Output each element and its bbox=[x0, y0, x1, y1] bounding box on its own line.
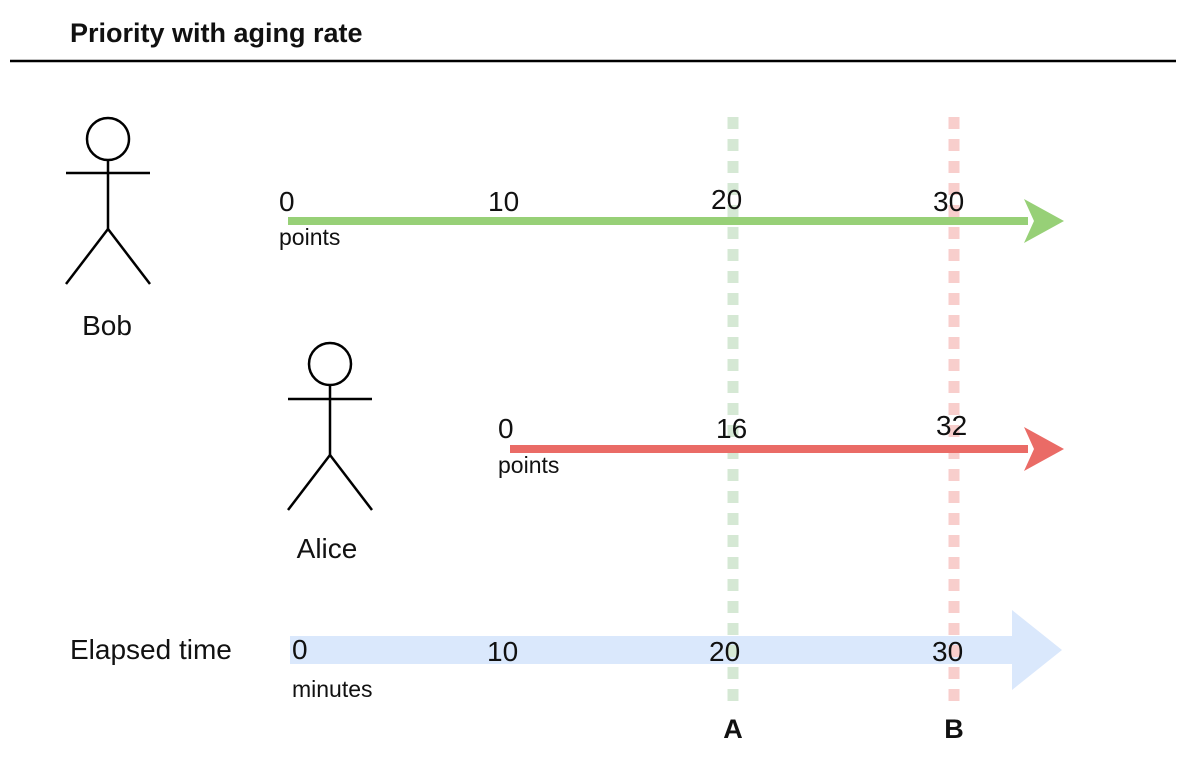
elapsed-tick-label: 0 bbox=[292, 634, 308, 665]
alice-tick-label: 0 bbox=[498, 413, 514, 444]
bob-tick-label: 0 bbox=[279, 186, 295, 217]
marker-label-b: B bbox=[944, 714, 964, 744]
bob-tick-label: 30 bbox=[933, 186, 964, 217]
bob-priority-arrow bbox=[288, 199, 1064, 243]
elapsed-time-arrow bbox=[290, 610, 1062, 690]
marker-label-a: A bbox=[723, 714, 743, 744]
bob-stick-figure-icon bbox=[65, 116, 151, 285]
elapsed-tick-label: 20 bbox=[709, 636, 740, 667]
elapsed-time-label: Elapsed time bbox=[70, 634, 232, 665]
bob-tick-label: 10 bbox=[488, 186, 519, 217]
bob-name: Bob bbox=[82, 310, 132, 341]
bob-unit-label: points bbox=[279, 224, 340, 250]
alice-stick-figure-icon bbox=[287, 341, 373, 511]
alice-name: Alice bbox=[297, 533, 358, 564]
elapsed-unit-label: minutes bbox=[292, 676, 373, 702]
alice-tick-label: 16 bbox=[716, 413, 747, 444]
bob-tick-label: 20 bbox=[711, 184, 742, 215]
alice-unit-label: points bbox=[498, 452, 559, 478]
alice-priority-arrow bbox=[510, 427, 1064, 471]
elapsed-tick-label: 30 bbox=[932, 636, 963, 667]
diagram-title: Priority with aging rate bbox=[70, 18, 363, 48]
elapsed-tick-label: 10 bbox=[487, 636, 518, 667]
alice-tick-label: 32 bbox=[936, 410, 967, 441]
